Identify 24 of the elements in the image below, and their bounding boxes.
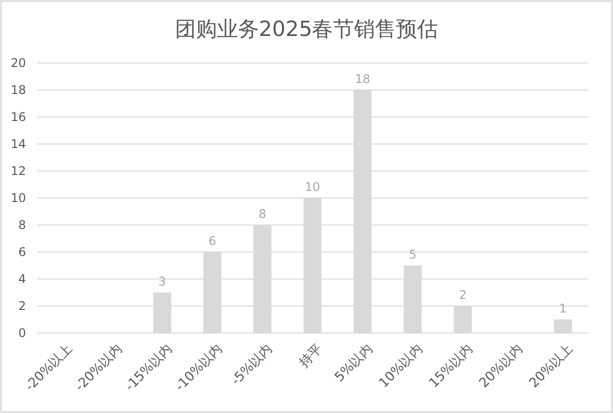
y-tick-label: 18 [10, 83, 26, 98]
chart-title: 团购业务2025春节销售预估 [174, 17, 438, 41]
y-tick-label: 12 [10, 164, 26, 178]
data-label: 8 [258, 207, 266, 221]
y-tick-label: 6 [18, 245, 26, 260]
y-tick-label: 0 [18, 326, 26, 340]
x-tick-label: 5%以内 [332, 342, 376, 386]
data-label: 6 [208, 234, 216, 248]
y-tick-label: 20 [10, 56, 26, 70]
data-label: 18 [354, 72, 370, 86]
data-label: 3 [158, 274, 166, 288]
y-tick-label: 10 [10, 191, 26, 206]
data-label: 2 [458, 288, 467, 302]
y-tick-label: 16 [10, 110, 26, 124]
y-tick-label: 8 [18, 218, 26, 232]
data-label: 1 [559, 302, 567, 316]
bar [554, 320, 572, 333]
y-tick-label: 4 [18, 272, 26, 286]
data-label: 5 [408, 248, 416, 262]
y-tick-label: 14 [10, 137, 26, 152]
x-tick-label: -5%以内 [228, 342, 276, 389]
y-tick-label: 2 [18, 299, 26, 314]
x-tick-label: 持平 [296, 342, 326, 371]
data-label: 10 [304, 180, 320, 194]
